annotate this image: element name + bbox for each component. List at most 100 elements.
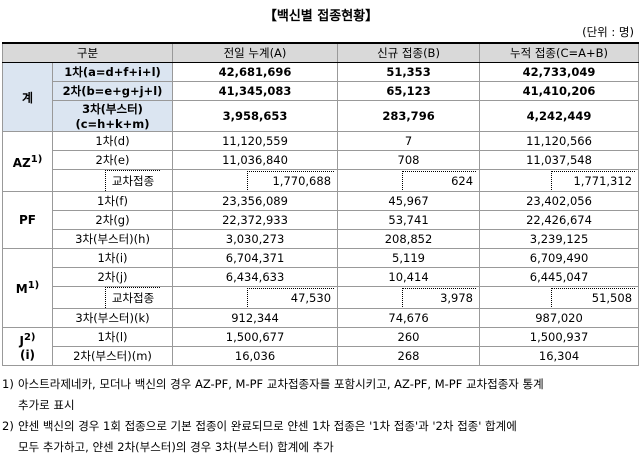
value-cell: 23,402,056: [479, 191, 640, 211]
row-label: 2차(부스터)(m): [51, 346, 174, 366]
value-cell: 5,119: [337, 248, 481, 268]
table-row: 3차(부스터) (c=h+k+m) 3,958,653 283,796 4,242,44…: [3, 100, 640, 132]
note-line: 추가로 표시: [2, 395, 636, 416]
value-cell: 10,414: [337, 267, 481, 287]
header-cell: 신규 접종(B): [337, 42, 481, 63]
row-label-text: 1차(d): [95, 134, 130, 148]
vaccine-table: 구분 전일 누계(A) 신규 접종(B) 누적 접종(C=A+B) 계 1차(a=…: [1, 42, 640, 366]
value-cell: 11,037,548: [479, 150, 640, 170]
group-label: M: [15, 282, 28, 296]
note-text: 추가로 표시: [18, 398, 75, 412]
note-marker: 1): [2, 377, 14, 391]
row-label: 1차(d): [51, 131, 174, 151]
value-cell: 283,796: [337, 100, 481, 132]
value-cell: 53,741: [337, 210, 481, 230]
note-marker: 1): [30, 153, 43, 165]
group-cell: AZ1): [2, 131, 53, 192]
cross-value: 1,771,312: [551, 171, 636, 190]
note-line: 2) 얀센 백신의 경우 1회 접종으로 기본 접종이 완료되므로 얀센 1차 접…: [2, 416, 636, 437]
value-cell: 41,345,083: [172, 81, 339, 101]
group-cell: M1): [2, 248, 53, 328]
note-marker: 2): [2, 419, 14, 433]
group-label: 계: [21, 90, 34, 105]
cross-value: 51,508: [551, 288, 636, 307]
group-sublabel: (i): [19, 347, 36, 362]
cross-value: 3,978: [401, 288, 477, 307]
table-row: 교차접종 47,530 3,978 51,508: [3, 286, 640, 309]
note-marker: [2, 395, 18, 416]
table-row: 2차(j) 6,434,633 10,414 6,445,047: [3, 267, 640, 287]
value-cell: 51,508: [479, 286, 640, 309]
value-cell: 4,242,449: [479, 100, 640, 132]
value-cell: 16,036: [172, 346, 339, 366]
value-cell: 45,967: [337, 191, 481, 211]
row-label-text: 1차(a=d+f+i+l): [64, 65, 161, 79]
notes: 1) 아스트라제네카, 모더나 백신의 경우 AZ-PF, M-PF 교차접종자를…: [2, 374, 636, 458]
row-label-text: 1차(f): [97, 194, 128, 208]
value-cell: 3,978: [337, 286, 481, 309]
value-cell: 7: [337, 131, 481, 151]
row-label-text: 3차(부스터)(k): [75, 311, 150, 325]
note-text: 모두 추가하고, 얀센 2차(부스터)의 경우 3차(부스터) 합계에 추가: [18, 440, 334, 454]
group-label: AZ: [12, 155, 31, 170]
row-label-text: 1차(l): [97, 330, 128, 344]
cross-value: 1,770,688: [247, 171, 335, 190]
row-label-text: 2차(e): [95, 153, 130, 167]
header-cell: 구분: [1, 42, 174, 63]
table-row: 2차(부스터)(m) 16,036 268 16,304: [3, 346, 640, 366]
note-marker: [2, 437, 18, 458]
row-label-text: 2차(b=e+g+j+l): [62, 84, 163, 98]
row-label: 2차(e): [51, 150, 174, 170]
row-label-text: 2차(g): [95, 213, 130, 227]
table-row: 교차접종 1,770,688 624 1,771,312: [3, 169, 640, 192]
table-row: M1) 1차(i) 6,704,371 5,119 6,709,490: [2, 248, 640, 328]
note-line: 1) 아스트라제네카, 모더나 백신의 경우 AZ-PF, M-PF 교차접종자를…: [2, 374, 636, 395]
value-cell: 1,770,688: [172, 169, 339, 192]
value-cell: 74,676: [337, 308, 481, 328]
cross-value: 47,530: [247, 288, 335, 307]
table-row: AZ1) 1차(d) 11,120,559 7 11,120,566: [2, 131, 640, 192]
value-cell: 22,426,674: [479, 210, 640, 230]
value-cell: 3,239,125: [479, 229, 640, 249]
value-cell: 11,120,559: [172, 131, 339, 151]
note-line: 모두 추가하고, 얀센 2차(부스터)의 경우 3차(부스터) 합계에 추가: [2, 437, 636, 458]
group-label: PF: [19, 213, 36, 227]
row-label-text: 1차(i): [97, 251, 128, 265]
group-cell: PF: [2, 191, 53, 249]
note-marker: 2): [23, 331, 36, 343]
value-cell: 268: [337, 346, 481, 366]
table-row: 3차(부스터)(k) 912,344 74,676 987,020: [3, 308, 640, 328]
value-cell: 11,120,566: [479, 131, 640, 151]
value-cell: 6,434,633: [172, 267, 339, 287]
row-label-text: 2차(부스터)(m): [73, 349, 152, 363]
value-cell: 3,030,273: [172, 229, 339, 249]
value-cell: 16,304: [479, 346, 640, 366]
table-row: 2차(b=e+g+j+l) 41,345,083 65,123 41,410,206: [3, 81, 640, 101]
value-cell: 47,530: [172, 286, 339, 309]
value-cell: 708: [337, 150, 481, 170]
header-cell: 전일 누계(A): [172, 42, 339, 63]
value-cell: 65,123: [337, 81, 481, 101]
row-label: 2차(b=e+g+j+l): [51, 81, 174, 101]
table-row: 3차(부스터)(h) 3,030,273 208,852 3,239,125: [3, 229, 640, 249]
row-label: 2차(g): [51, 210, 174, 230]
value-cell: 987,020: [479, 308, 640, 328]
table-row: PF 1차(f) 23,356,089 45,967 23,402,056: [2, 191, 640, 249]
value-cell: 11,036,840: [172, 150, 339, 170]
value-cell: 42,733,049: [479, 62, 640, 82]
value-cell: 1,500,677: [172, 327, 339, 347]
value-cell: 6,709,490: [479, 248, 640, 268]
row-label: 교차접종: [51, 169, 174, 192]
title: 【백신별 접종현황】: [263, 9, 379, 24]
row-label: 1차(l): [51, 327, 174, 347]
value-cell: 6,445,047: [479, 267, 640, 287]
value-cell: 51,353: [337, 62, 481, 82]
value-cell: 3,958,653: [172, 100, 339, 132]
value-cell: 41,410,206: [479, 81, 640, 101]
row-label: 2차(j): [51, 267, 174, 287]
group-label: J: [19, 333, 24, 348]
row-label: 1차(a=d+f+i+l): [51, 62, 174, 82]
cross-label: 교차접종: [104, 287, 161, 308]
note-marker: 1): [27, 280, 40, 291]
